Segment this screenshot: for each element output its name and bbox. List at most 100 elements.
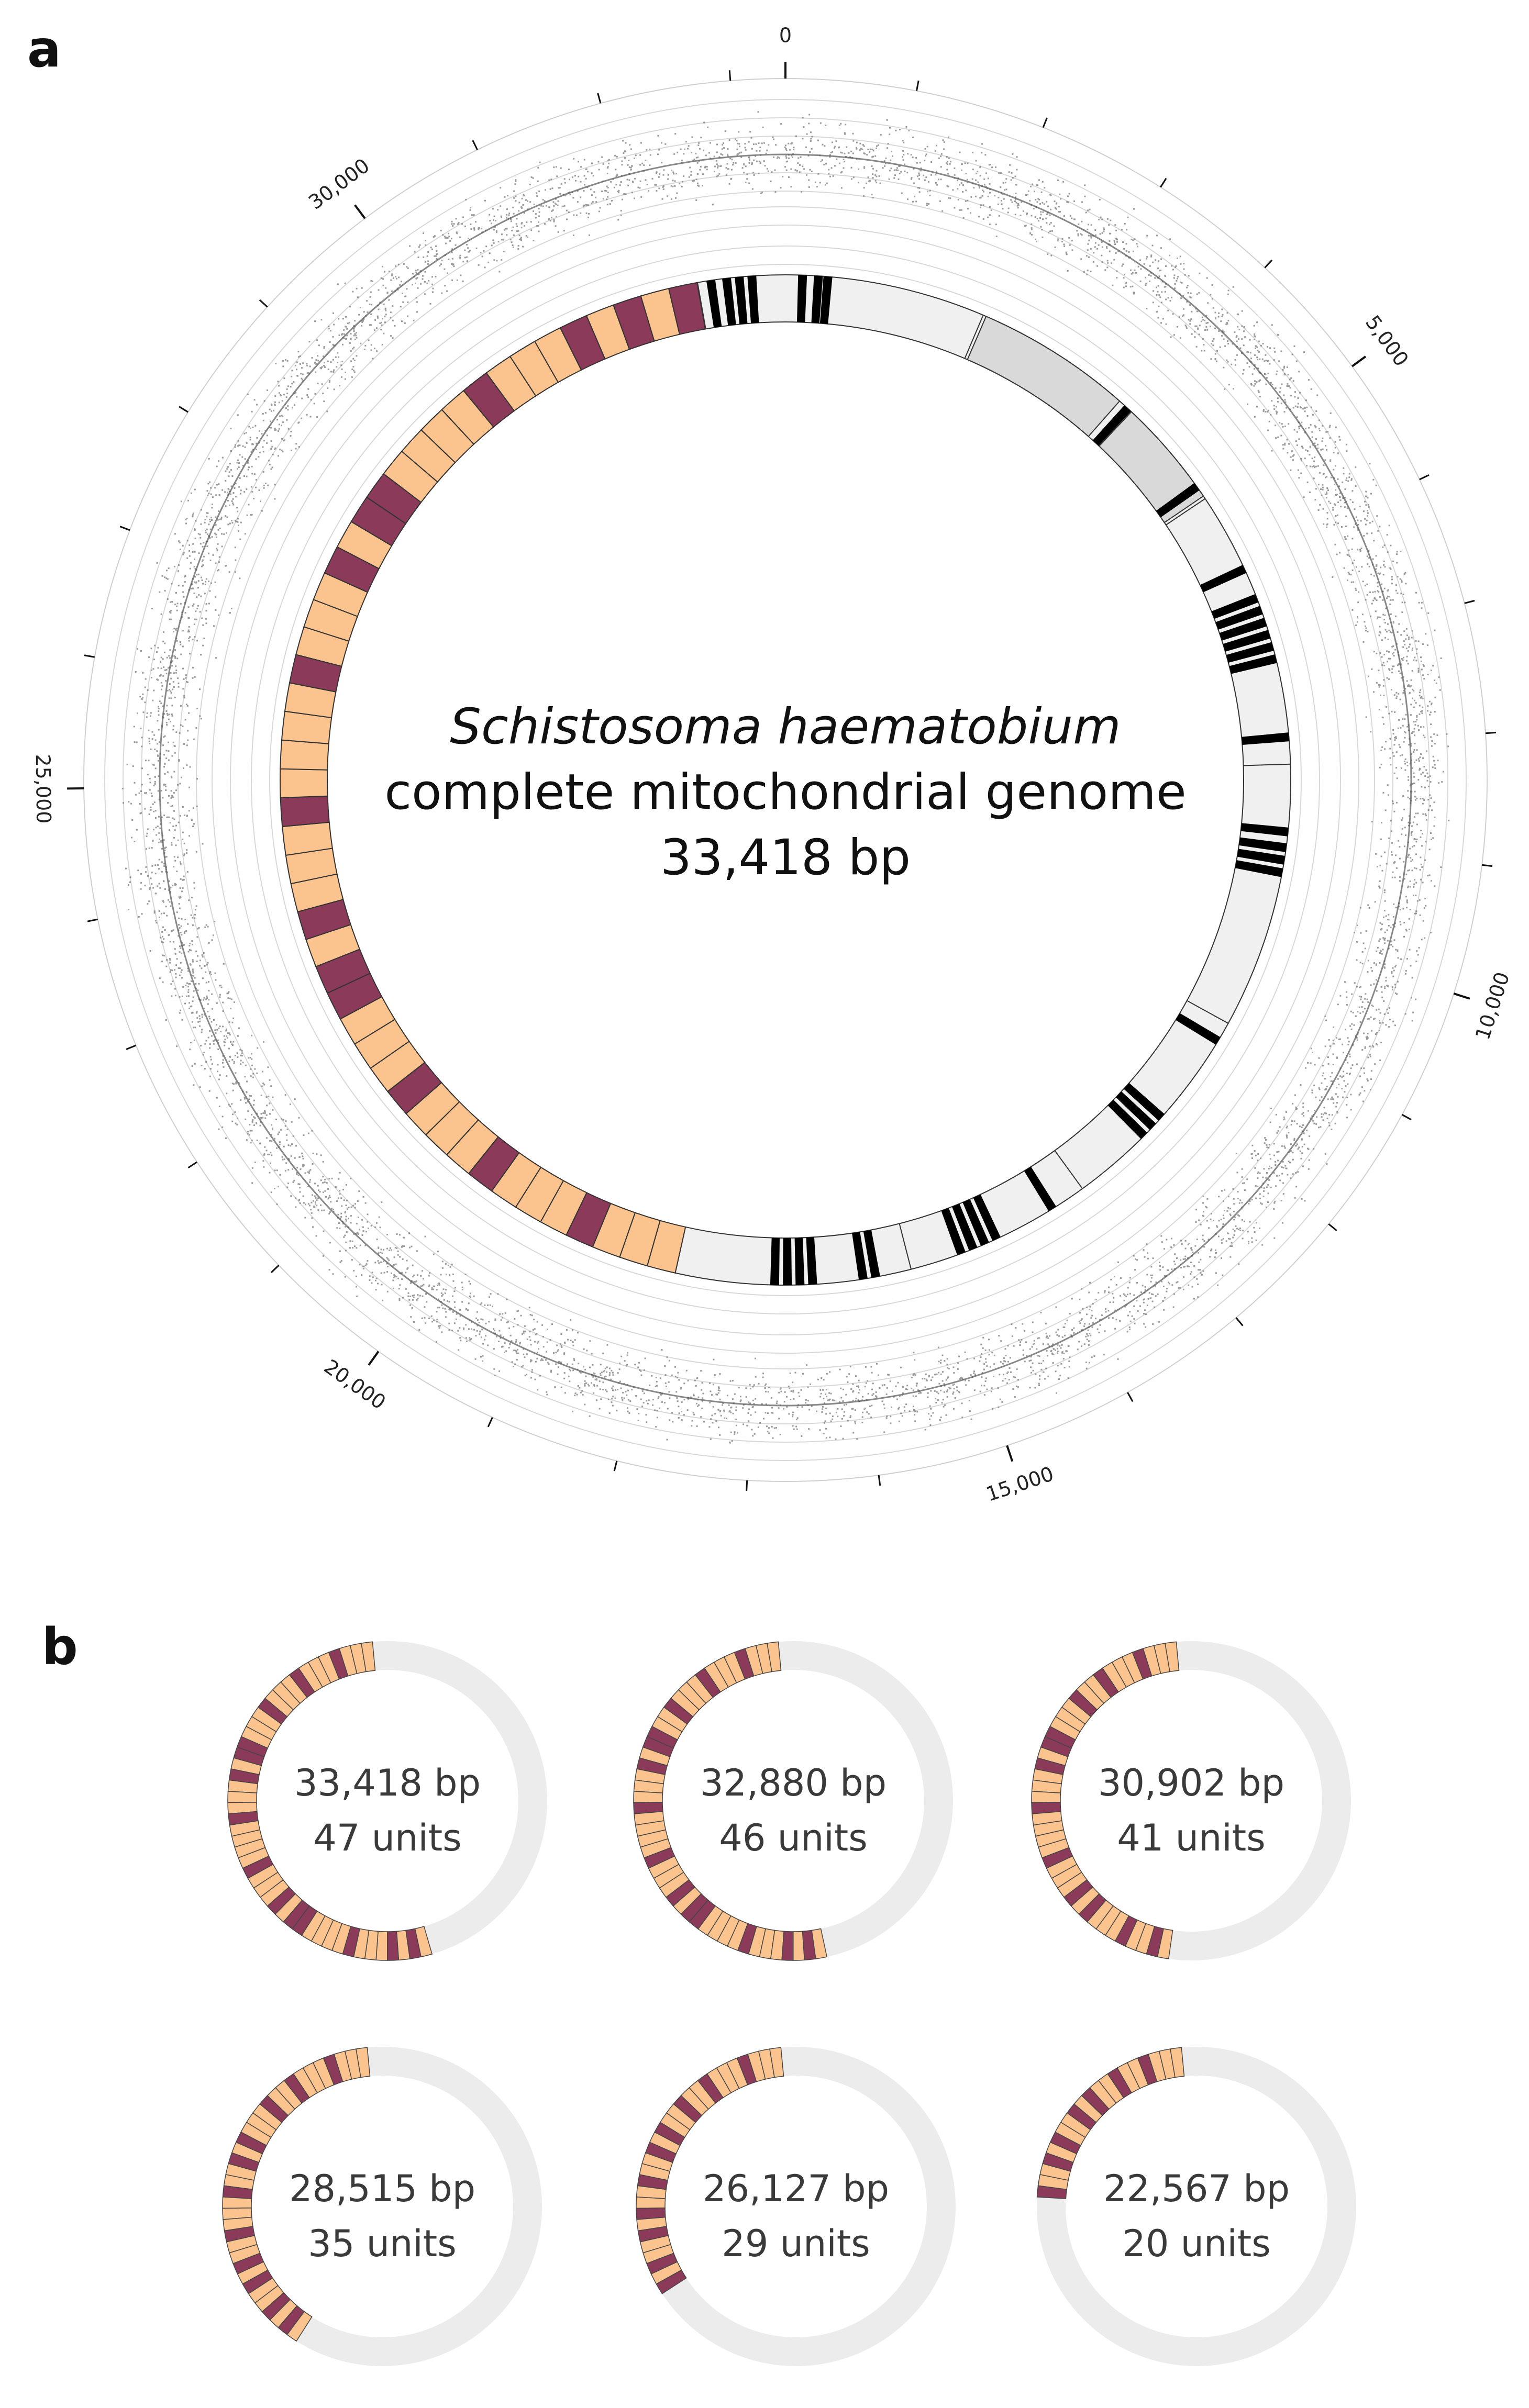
variant-repeat-unit bbox=[1076, 1681, 1104, 1711]
variant-repeat-unit bbox=[1125, 1919, 1147, 1951]
variant-repeat-unit bbox=[242, 1855, 274, 1879]
variant-repeat-unit bbox=[264, 1689, 294, 1718]
variant-repeat-unit bbox=[1073, 2095, 1103, 2123]
reference-ring bbox=[212, 206, 1359, 1354]
trna-mark bbox=[796, 275, 807, 322]
variant-repeat-unit bbox=[633, 1791, 663, 1803]
variant-repeat-unit bbox=[1170, 2047, 1185, 2078]
variant-repeat-unit bbox=[1157, 1928, 1173, 1959]
gene-boundary bbox=[1243, 763, 1291, 766]
repeat-unit bbox=[280, 768, 328, 799]
axis-tick bbox=[1264, 259, 1273, 269]
variant-repeat-unit bbox=[678, 1681, 706, 1711]
variant-repeat-unit bbox=[1116, 2062, 1140, 2093]
variant-size-label: 22,567 bp bbox=[1103, 2167, 1290, 2210]
variant-repeat-unit bbox=[636, 2208, 666, 2220]
gene-boundary bbox=[1054, 1150, 1083, 1189]
variant-circle: 33,418 bp 47 units bbox=[227, 1641, 547, 1961]
axis-tick bbox=[878, 1475, 881, 1486]
variant-repeat-unit bbox=[1038, 1838, 1070, 1859]
trna-mark bbox=[1226, 642, 1274, 663]
variant-repeat-unit bbox=[222, 2197, 252, 2209]
variant-repeat-unit bbox=[640, 1838, 672, 1859]
reference-ring bbox=[141, 136, 1430, 1424]
genome-size: 33,418 bp bbox=[660, 829, 911, 886]
trna-mark bbox=[819, 276, 833, 324]
variant-repeat-unit bbox=[659, 2112, 691, 2138]
variant-repeat-unit bbox=[246, 2112, 277, 2138]
axis-tick bbox=[915, 80, 919, 91]
variant-units-label: 46 units bbox=[719, 1816, 867, 1859]
variant-repeat-unit bbox=[636, 2197, 666, 2209]
variant-repeat-unit bbox=[1055, 1707, 1086, 1733]
variant-repeat-unit bbox=[651, 1716, 683, 1741]
genome-description: complete mitochondrial genome bbox=[384, 764, 1186, 821]
axis-tick-label: 30,000 bbox=[304, 154, 374, 214]
variant-repeat-unit bbox=[1089, 2080, 1117, 2110]
variant-repeat-unit bbox=[405, 1928, 422, 1959]
variant-repeat-unit bbox=[283, 1899, 311, 1930]
variant-repeat-unit bbox=[635, 1820, 667, 1837]
variant-units-label: 35 units bbox=[308, 2222, 456, 2265]
panel-b-label: b bbox=[42, 1618, 78, 1676]
variant-repeat-unit bbox=[252, 2103, 283, 2131]
variant-repeat-unit bbox=[680, 1893, 709, 1923]
variant-repeat-unit bbox=[1034, 1757, 1066, 1775]
variant-circles: 33,418 bp 47 units 32,880 bp 46 units 30,902… bbox=[222, 1641, 1356, 2366]
trna-mark bbox=[1223, 630, 1271, 652]
variant-repeat-unit bbox=[716, 1915, 740, 1947]
variant-repeat-unit bbox=[344, 2048, 361, 2080]
variant-repeat-unit bbox=[781, 1931, 794, 1961]
gene-block bbox=[967, 316, 1121, 438]
variant-repeat-unit bbox=[657, 1707, 688, 1733]
variant-repeat-unit bbox=[387, 1931, 400, 1961]
trna-mark bbox=[1219, 618, 1267, 641]
variant-repeat-unit bbox=[686, 1674, 714, 1704]
axis-tick bbox=[270, 1264, 280, 1273]
variant-repeat-unit bbox=[292, 1905, 318, 1936]
trna-mark bbox=[941, 1208, 966, 1255]
variant-repeat-unit bbox=[642, 2244, 674, 2265]
variant-repeat-unit bbox=[1146, 1926, 1164, 1957]
variant-repeat-unit bbox=[689, 1899, 716, 1930]
variant-repeat-unit bbox=[267, 2087, 295, 2116]
variant-repeat-unit bbox=[1060, 2112, 1091, 2138]
trna-mark bbox=[1156, 483, 1200, 518]
variant-repeat-unit bbox=[293, 2067, 318, 2099]
variant-repeat-unit bbox=[286, 2311, 313, 2342]
panel-a-label: a bbox=[27, 20, 61, 79]
variant-repeat-unit bbox=[254, 2285, 285, 2313]
variant-repeat-unit bbox=[223, 2174, 254, 2190]
trna-mark bbox=[863, 1230, 880, 1278]
coverage-track bbox=[121, 111, 1450, 1444]
variant-repeat-unit bbox=[1036, 2185, 1067, 2199]
axis-tick-label: 25,000 bbox=[31, 754, 56, 823]
variant-repeat-unit bbox=[283, 2073, 310, 2104]
variant-repeat-unit bbox=[246, 1716, 277, 1741]
variant-repeat-unit bbox=[1055, 2122, 1086, 2146]
trna-mark bbox=[1200, 565, 1247, 593]
axis-tick bbox=[179, 406, 189, 413]
variant-repeat-unit bbox=[231, 2142, 263, 2163]
variant-circle: 30,902 bp 41 units bbox=[1031, 1641, 1351, 1960]
axis-tick bbox=[613, 1461, 618, 1471]
variant-repeat-unit bbox=[639, 2163, 671, 2181]
variant-repeat-unit bbox=[229, 2244, 261, 2265]
variant-repeat-unit bbox=[1158, 2048, 1176, 2080]
coding-region bbox=[674, 274, 1291, 1286]
variant-repeat-unit bbox=[227, 1802, 258, 1814]
variant-repeat-unit bbox=[793, 1931, 805, 1961]
trna-mark bbox=[973, 1194, 1001, 1241]
variant-repeat-unit bbox=[298, 1662, 323, 1693]
reference-ring bbox=[251, 246, 1320, 1314]
axis-tick bbox=[259, 299, 268, 308]
variant-size-label: 32,880 bp bbox=[700, 1762, 887, 1804]
variant-repeat-unit bbox=[375, 1931, 388, 1961]
variant-repeat-unit bbox=[242, 2269, 273, 2294]
trna-mark bbox=[1215, 606, 1263, 630]
variant-repeat-unit bbox=[1105, 1910, 1129, 1942]
variant-repeat-unit bbox=[251, 1707, 282, 1733]
axis-tick bbox=[187, 1161, 198, 1169]
variant-repeat-unit bbox=[1111, 1656, 1135, 1688]
